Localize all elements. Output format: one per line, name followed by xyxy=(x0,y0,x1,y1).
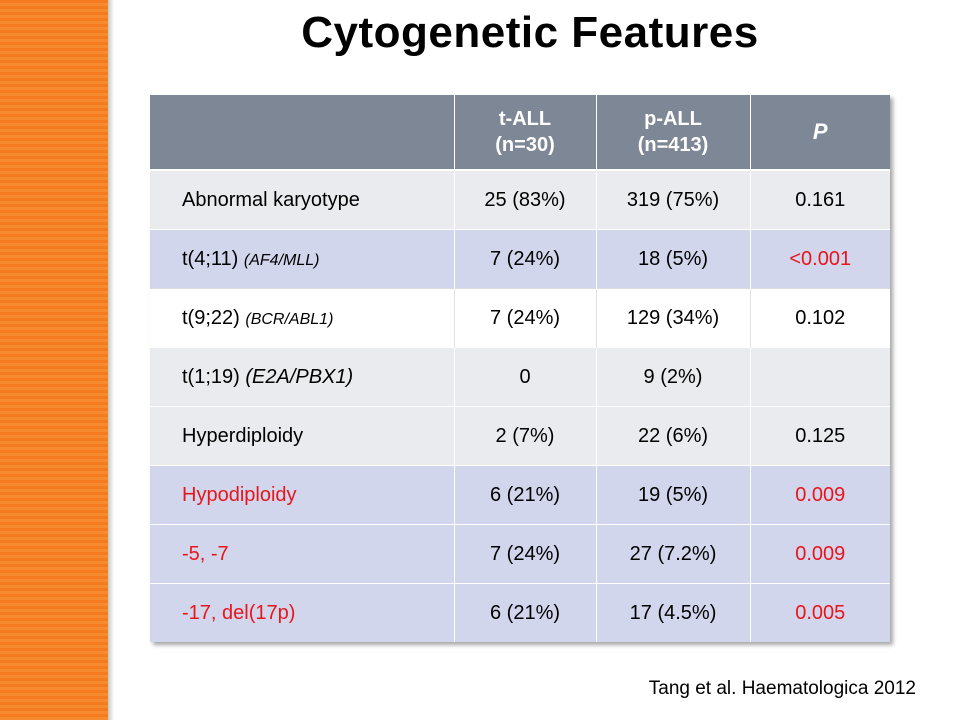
citation: Tang et al. Haematologica 2012 xyxy=(648,678,916,699)
header-p-all-name: p-ALL xyxy=(644,108,702,130)
table-row: Abnormal karyotype 25 (83%) 319 (75%) 0.… xyxy=(150,169,890,230)
p-value: 0.125 xyxy=(749,406,890,466)
p-all-value: 129 (34%) xyxy=(595,288,750,348)
p-all-value: 17 (4.5%) xyxy=(595,583,750,642)
table-row: t(1;19) (E2A/PBX1) 0 9 (2%) xyxy=(150,347,890,407)
header-p-all-n: (n=413) xyxy=(637,134,709,156)
slide-title: Cytogenetic Features xyxy=(301,8,759,57)
t-all-value: 7 (24%) xyxy=(453,229,596,289)
t-all-value: 6 (21%) xyxy=(453,583,596,642)
p-value: 0.009 xyxy=(749,465,890,525)
t-all-value: 7 (24%) xyxy=(453,524,596,584)
table-row: t(4;11) (AF4/MLL) 7 (24%) 18 (5%) <0.001 xyxy=(150,229,890,289)
row-label: t(4;11) xyxy=(182,247,239,270)
t-all-value: 6 (21%) xyxy=(453,465,596,525)
p-all-value: 9 (2%) xyxy=(595,347,750,407)
row-label: t(1;19) xyxy=(182,365,240,388)
row-label-cell: t(4;11) (AF4/MLL) xyxy=(150,229,454,289)
p-value: <0.001 xyxy=(749,229,890,289)
table-row: -17, del(17p) 6 (21%) 17 (4.5%) 0.005 xyxy=(150,583,890,642)
row-label-cell: t(1;19) (E2A/PBX1) xyxy=(150,347,454,407)
p-value: 0.009 xyxy=(749,524,890,584)
t-all-value: 0 xyxy=(453,347,596,407)
p-value: 0.005 xyxy=(749,583,890,642)
p-all-value: 319 (75%) xyxy=(595,169,750,230)
row-label-cell: t(9;22) (BCR/ABL1) xyxy=(150,288,454,348)
row-label: t(9;22) xyxy=(182,306,240,329)
row-label: -5, -7 xyxy=(150,524,454,584)
p-all-value: 18 (5%) xyxy=(595,229,750,289)
table-row: Hyperdiploidy 2 (7%) 22 (6%) 0.125 xyxy=(150,406,890,466)
row-label: Hypodiploidy xyxy=(150,465,454,525)
t-all-value: 2 (7%) xyxy=(453,406,596,466)
row-label: Hyperdiploidy xyxy=(150,406,454,466)
p-all-value: 22 (6%) xyxy=(595,406,750,466)
header-blank xyxy=(150,95,454,171)
p-all-value: 27 (7.2%) xyxy=(595,524,750,584)
cytogenetic-table: t-ALL (n=30) p-ALL (n=413) P Abnormal ka… xyxy=(150,95,890,642)
header-p-all: p-ALL (n=413) xyxy=(595,95,750,171)
t-all-value: 7 (24%) xyxy=(453,288,596,348)
header-t-all-name: t-ALL xyxy=(498,108,552,130)
orange-side-bar xyxy=(0,0,114,720)
table-row: t(9;22) (BCR/ABL1) 7 (24%) 129 (34%) 0.1… xyxy=(150,288,890,348)
header-t-all-n: (n=30) xyxy=(495,134,555,156)
gene-fusion: (BCR/ABL1) xyxy=(245,310,334,328)
table-header-row: t-ALL (n=30) p-ALL (n=413) P xyxy=(150,95,890,171)
row-label: Abnormal karyotype xyxy=(150,169,454,230)
t-all-value: 25 (83%) xyxy=(453,169,596,230)
gene-fusion: (E2A/PBX1) xyxy=(245,365,354,388)
p-value: 0.102 xyxy=(749,288,890,348)
header-t-all: t-ALL (n=30) xyxy=(453,95,596,171)
p-value xyxy=(749,347,890,407)
p-value: 0.161 xyxy=(749,169,890,230)
header-p-value: P xyxy=(749,95,890,171)
p-all-value: 19 (5%) xyxy=(595,465,750,525)
gene-fusion: (AF4/MLL) xyxy=(243,251,320,269)
row-label: -17, del(17p) xyxy=(150,583,454,642)
table-row: Hypodiploidy 6 (21%) 19 (5%) 0.009 xyxy=(150,465,890,525)
table-row: -5, -7 7 (24%) 27 (7.2%) 0.009 xyxy=(150,524,890,584)
